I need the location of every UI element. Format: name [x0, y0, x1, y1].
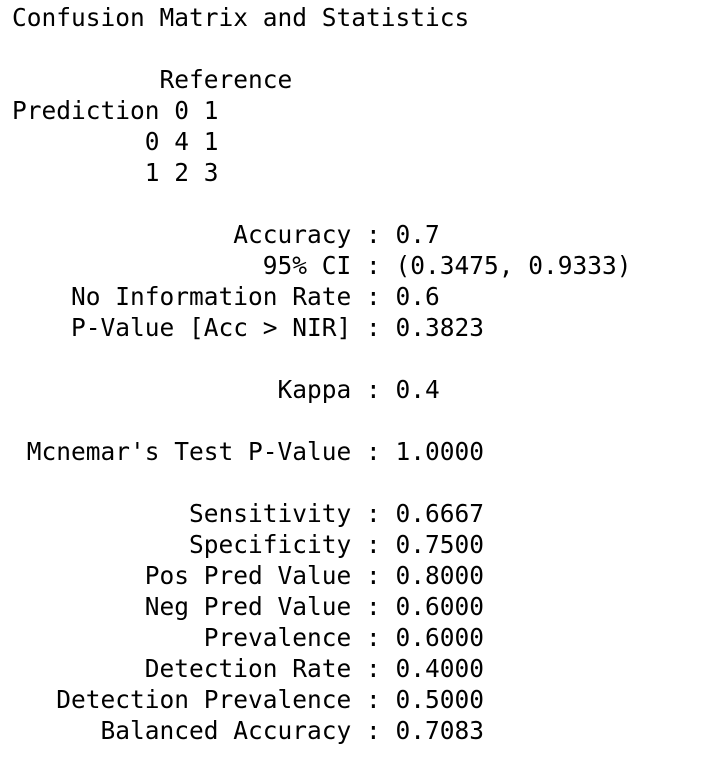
console-output: Confusion Matrix and Statistics Referenc…	[12, 2, 632, 746]
stat-value: 0.6667	[395, 499, 485, 528]
blank-line	[12, 343, 632, 374]
stat-separator: :	[366, 251, 381, 280]
stat-row: Balanced Accuracy : 0.7083	[12, 715, 632, 746]
stat-value: 0.6000	[395, 623, 485, 652]
stat-row: No Information Rate : 0.6	[12, 281, 632, 312]
prediction-label: Prediction	[12, 96, 160, 125]
stat-label: 95% CI	[262, 251, 352, 280]
stat-label: Specificity	[188, 530, 352, 559]
stat-value: 0.7083	[395, 716, 485, 745]
stat-value: 0.4	[395, 375, 440, 404]
matrix-row-label: 1	[144, 158, 160, 187]
stat-separator: :	[366, 437, 381, 466]
stat-separator: :	[366, 313, 381, 342]
stat-label: Accuracy	[233, 220, 352, 249]
stat-separator: :	[366, 499, 381, 528]
stat-separator: :	[366, 685, 381, 714]
stat-separator: :	[366, 716, 381, 745]
matrix-col-header: 0	[174, 96, 190, 125]
stat-separator: :	[366, 220, 381, 249]
stat-label: Kappa	[277, 375, 352, 404]
stat-separator: :	[366, 623, 381, 652]
stat-separator: :	[366, 592, 381, 621]
stat-row: Detection Prevalence : 0.5000	[12, 684, 632, 715]
stat-separator: :	[366, 654, 381, 683]
stat-value: 0.7500	[395, 530, 485, 559]
stat-row-kappa: Kappa : 0.4	[12, 374, 632, 405]
matrix-cell: 2	[174, 158, 190, 187]
blank-line	[12, 33, 632, 64]
stat-value: 0.6000	[395, 592, 485, 621]
stat-value: 0.5000	[395, 685, 485, 714]
stat-value: 0.3823	[395, 313, 485, 342]
stat-row-mcnemar: Mcnemar's Test P-Value : 1.0000	[12, 436, 632, 467]
stat-label: P-Value [Acc > NIR]	[70, 313, 352, 342]
stat-row: P-Value [Acc > NIR] : 0.3823	[12, 312, 632, 343]
stat-label: Balanced Accuracy	[100, 716, 352, 745]
stat-value: 0.4000	[395, 654, 485, 683]
matrix-row-label: 0	[144, 127, 160, 156]
stat-label: Mcnemar's Test P-Value	[26, 437, 352, 466]
matrix-col-header: 1	[203, 96, 219, 125]
stat-row: Pos Pred Value : 0.8000	[12, 560, 632, 591]
matrix-row: 0 4 1	[12, 126, 632, 157]
stat-row: Specificity : 0.7500	[12, 529, 632, 560]
matrix-cell: 4	[174, 127, 190, 156]
stat-value: 0.7	[395, 220, 440, 249]
stat-row: Detection Rate : 0.4000	[12, 653, 632, 684]
stat-row: Sensitivity : 0.6667	[12, 498, 632, 529]
matrix-column-header-row: Prediction 0 1	[12, 95, 632, 126]
matrix-row: 1 2 3	[12, 157, 632, 188]
stat-row: 95% CI : (0.3475, 0.9333)	[12, 250, 632, 281]
stat-label: Pos Pred Value	[144, 561, 352, 590]
stat-label: Prevalence	[203, 623, 352, 652]
stat-row: Neg Pred Value : 0.6000	[12, 591, 632, 622]
stat-row: Accuracy : 0.7	[12, 219, 632, 250]
matrix-reference-header: Reference	[12, 64, 632, 95]
stat-value: 1.0000	[395, 437, 485, 466]
stat-separator: :	[366, 375, 381, 404]
stat-row: Prevalence : 0.6000	[12, 622, 632, 653]
stat-label: Neg Pred Value	[144, 592, 352, 621]
blank-line	[12, 467, 632, 498]
stat-label: Detection Prevalence	[56, 685, 352, 714]
stat-label: Detection Rate	[144, 654, 352, 683]
matrix-cell: 3	[203, 158, 219, 187]
blank-line	[12, 188, 632, 219]
stat-label: Sensitivity	[188, 499, 352, 528]
stat-separator: :	[366, 282, 381, 311]
stat-separator: :	[366, 561, 381, 590]
stat-value: 0.6	[395, 282, 440, 311]
stat-separator: :	[366, 530, 381, 559]
stat-label: No Information Rate	[70, 282, 352, 311]
blank-line	[12, 405, 632, 436]
stat-value: 0.8000	[395, 561, 485, 590]
matrix-cell: 1	[203, 127, 219, 156]
stat-value: (0.3475, 0.9333)	[395, 251, 632, 280]
output-title: Confusion Matrix and Statistics	[12, 3, 470, 32]
reference-label: Reference	[159, 65, 293, 94]
